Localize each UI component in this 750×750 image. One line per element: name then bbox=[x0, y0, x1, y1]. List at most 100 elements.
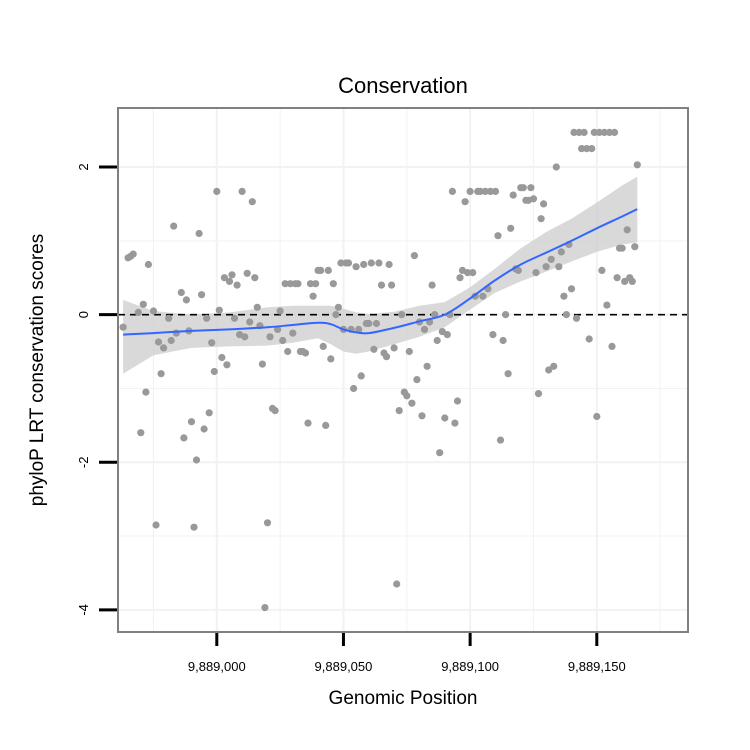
data-point bbox=[357, 372, 365, 380]
data-point bbox=[453, 397, 462, 405]
data-point bbox=[580, 128, 588, 136]
data-point bbox=[585, 335, 593, 343]
data-point bbox=[545, 366, 553, 374]
data-point bbox=[243, 269, 251, 277]
data-point bbox=[253, 303, 261, 311]
data-point bbox=[628, 277, 636, 285]
data-point bbox=[540, 200, 548, 208]
data-point bbox=[306, 280, 315, 288]
data-point bbox=[177, 288, 185, 297]
data-point bbox=[390, 344, 398, 352]
panel-background bbox=[118, 108, 688, 632]
data-point bbox=[203, 314, 211, 322]
data-point bbox=[213, 187, 221, 195]
data-point bbox=[519, 184, 527, 192]
data-point bbox=[192, 456, 201, 464]
data-point bbox=[223, 361, 231, 369]
data-point bbox=[613, 274, 621, 282]
data-point bbox=[301, 349, 310, 357]
data-point bbox=[329, 280, 337, 288]
data-point bbox=[170, 222, 178, 230]
data-point bbox=[139, 300, 147, 308]
data-point bbox=[370, 345, 378, 353]
data-point bbox=[532, 269, 540, 277]
data-point bbox=[352, 263, 360, 271]
data-point bbox=[180, 434, 188, 442]
data-point bbox=[266, 333, 274, 341]
data-point bbox=[496, 436, 505, 444]
data-point bbox=[182, 296, 190, 304]
data-point bbox=[479, 292, 487, 300]
smooth-trend-line bbox=[123, 208, 638, 336]
data-point bbox=[618, 244, 626, 252]
data-point bbox=[529, 195, 538, 203]
data-point bbox=[289, 329, 297, 337]
data-point bbox=[248, 198, 256, 206]
data-point bbox=[610, 128, 619, 136]
data-point bbox=[261, 604, 269, 612]
data-point bbox=[157, 370, 165, 378]
data-point bbox=[312, 280, 320, 288]
x-tick-label: 9,889,100 bbox=[441, 659, 499, 674]
data-point bbox=[210, 367, 218, 376]
data-point bbox=[575, 128, 583, 136]
data-point bbox=[466, 187, 474, 195]
data-point bbox=[621, 277, 629, 285]
data-point bbox=[327, 355, 335, 363]
data-point bbox=[443, 331, 451, 339]
data-point bbox=[491, 187, 500, 195]
y-tick-label: -4 bbox=[76, 604, 91, 616]
data-point bbox=[382, 353, 391, 361]
data-point bbox=[489, 331, 497, 339]
data-point bbox=[408, 399, 416, 407]
panel-border bbox=[117, 107, 689, 633]
data-point bbox=[502, 311, 510, 319]
data-point bbox=[509, 191, 517, 199]
data-point bbox=[537, 215, 545, 223]
data-point bbox=[263, 519, 272, 527]
data-point bbox=[324, 266, 332, 274]
data-point bbox=[403, 392, 411, 400]
x-tick-label: 9,889,050 bbox=[315, 659, 373, 674]
y-axis-title: phyloP LRT conservation scores bbox=[27, 234, 48, 507]
data-point bbox=[154, 338, 163, 346]
data-point bbox=[588, 145, 596, 153]
data-point bbox=[190, 523, 198, 531]
data-point bbox=[600, 128, 609, 136]
data-point bbox=[608, 342, 616, 350]
data-point bbox=[322, 421, 330, 429]
data-point bbox=[377, 281, 386, 289]
data-point bbox=[623, 226, 631, 234]
x-axis: 9,889,000 9,889,050 9,889,100 9,889,150 bbox=[188, 633, 626, 674]
data-point bbox=[279, 336, 287, 345]
data-point bbox=[428, 281, 436, 289]
data-point bbox=[241, 333, 249, 341]
data-point bbox=[215, 306, 223, 314]
data-point bbox=[160, 344, 168, 352]
data-point bbox=[274, 325, 282, 333]
y-axis: -4 -2 0 2 bbox=[76, 163, 117, 616]
data-point bbox=[372, 319, 380, 328]
data-point bbox=[395, 407, 403, 415]
data-point bbox=[350, 384, 358, 393]
data-point bbox=[603, 301, 611, 309]
data-point bbox=[393, 580, 401, 588]
data-point bbox=[534, 390, 543, 398]
data-point bbox=[129, 250, 137, 258]
data-point bbox=[187, 418, 196, 426]
data-point bbox=[560, 292, 568, 300]
data-point bbox=[319, 342, 327, 350]
y-tick-label: 2 bbox=[76, 163, 91, 170]
data-point bbox=[451, 419, 459, 427]
data-point bbox=[464, 269, 472, 277]
data-point bbox=[228, 271, 236, 279]
data-point bbox=[405, 347, 413, 356]
data-point bbox=[605, 128, 614, 136]
chart-title: Conservation bbox=[338, 73, 468, 98]
data-point bbox=[367, 259, 375, 267]
data-point bbox=[550, 362, 558, 370]
data-point bbox=[552, 163, 560, 171]
data-point bbox=[418, 412, 426, 420]
data-point bbox=[334, 303, 342, 311]
data-point bbox=[344, 259, 353, 267]
